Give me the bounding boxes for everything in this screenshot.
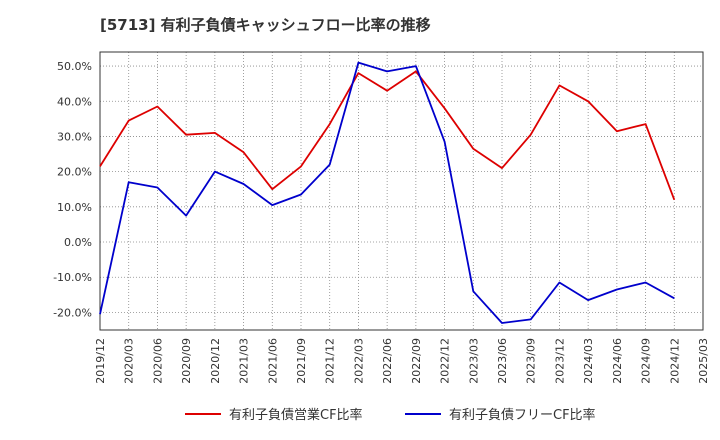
x-tick-label: 2022/03 bbox=[352, 338, 365, 384]
y-tick-label: -20.0% bbox=[53, 306, 92, 319]
x-tick-label: 2023/12 bbox=[553, 338, 566, 384]
grid-layer bbox=[100, 52, 703, 330]
x-tick-label: 2022/06 bbox=[381, 338, 394, 384]
x-tick-label: 2024/03 bbox=[582, 338, 595, 384]
series-line-0 bbox=[99, 70, 676, 201]
x-tick-label: 2023/06 bbox=[496, 338, 509, 384]
x-tick-label: 2021/03 bbox=[238, 338, 251, 384]
x-tick-label: 2025/03 bbox=[697, 338, 710, 384]
series-layer bbox=[99, 61, 676, 324]
x-tick-label: 2021/09 bbox=[295, 338, 308, 384]
y-tick-label: 20.0% bbox=[57, 166, 92, 179]
x-tick-label: 2023/09 bbox=[525, 338, 538, 384]
y-tick-label: -10.0% bbox=[53, 271, 92, 284]
y-tick-label: 40.0% bbox=[57, 95, 92, 108]
x-axis-ticks: 2019/12 2020/03 2020/06 2020/09 2020/12 2021/… bbox=[94, 338, 710, 384]
x-tick-label: 2021/12 bbox=[324, 338, 337, 384]
x-tick-label: 2022/09 bbox=[410, 338, 423, 384]
x-tick-label: 2020/06 bbox=[151, 338, 164, 384]
y-tick-label: 30.0% bbox=[57, 130, 92, 143]
chart-title: [5713] 有利子負債キャッシュフロー比率の推移 bbox=[100, 16, 431, 34]
x-tick-label: 2024/06 bbox=[611, 338, 624, 384]
y-tick-label: 50.0% bbox=[57, 60, 92, 73]
x-tick-label: 2019/12 bbox=[94, 338, 107, 384]
x-tick-label: 2024/09 bbox=[640, 338, 653, 384]
x-tick-label: 2024/12 bbox=[668, 338, 681, 384]
x-tick-label: 2021/06 bbox=[266, 338, 279, 384]
y-tick-label: 10.0% bbox=[57, 201, 92, 214]
series-line-1 bbox=[99, 61, 675, 324]
legend-label-0: 有利子負債営業CF比率 bbox=[229, 407, 363, 423]
plot-frame bbox=[99, 51, 704, 331]
x-tick-label: 2020/03 bbox=[123, 338, 136, 384]
x-tick-label: 2022/12 bbox=[439, 338, 452, 384]
y-axis-ticks: 50.0% 40.0% 30.0% 20.0% 10.0% 0.0% -10.0% -20.0… bbox=[53, 60, 92, 319]
y-tick-label: 0.0% bbox=[64, 236, 92, 249]
x-tick-label: 2020/12 bbox=[209, 338, 222, 384]
legend-label-1: 有利子負債フリーCF比率 bbox=[449, 407, 596, 423]
legend: 有利子負債営業CF比率 有利子負債フリーCF比率 bbox=[185, 407, 596, 423]
x-tick-label: 2020/09 bbox=[180, 338, 193, 384]
x-tick-label: 2023/03 bbox=[467, 338, 480, 384]
